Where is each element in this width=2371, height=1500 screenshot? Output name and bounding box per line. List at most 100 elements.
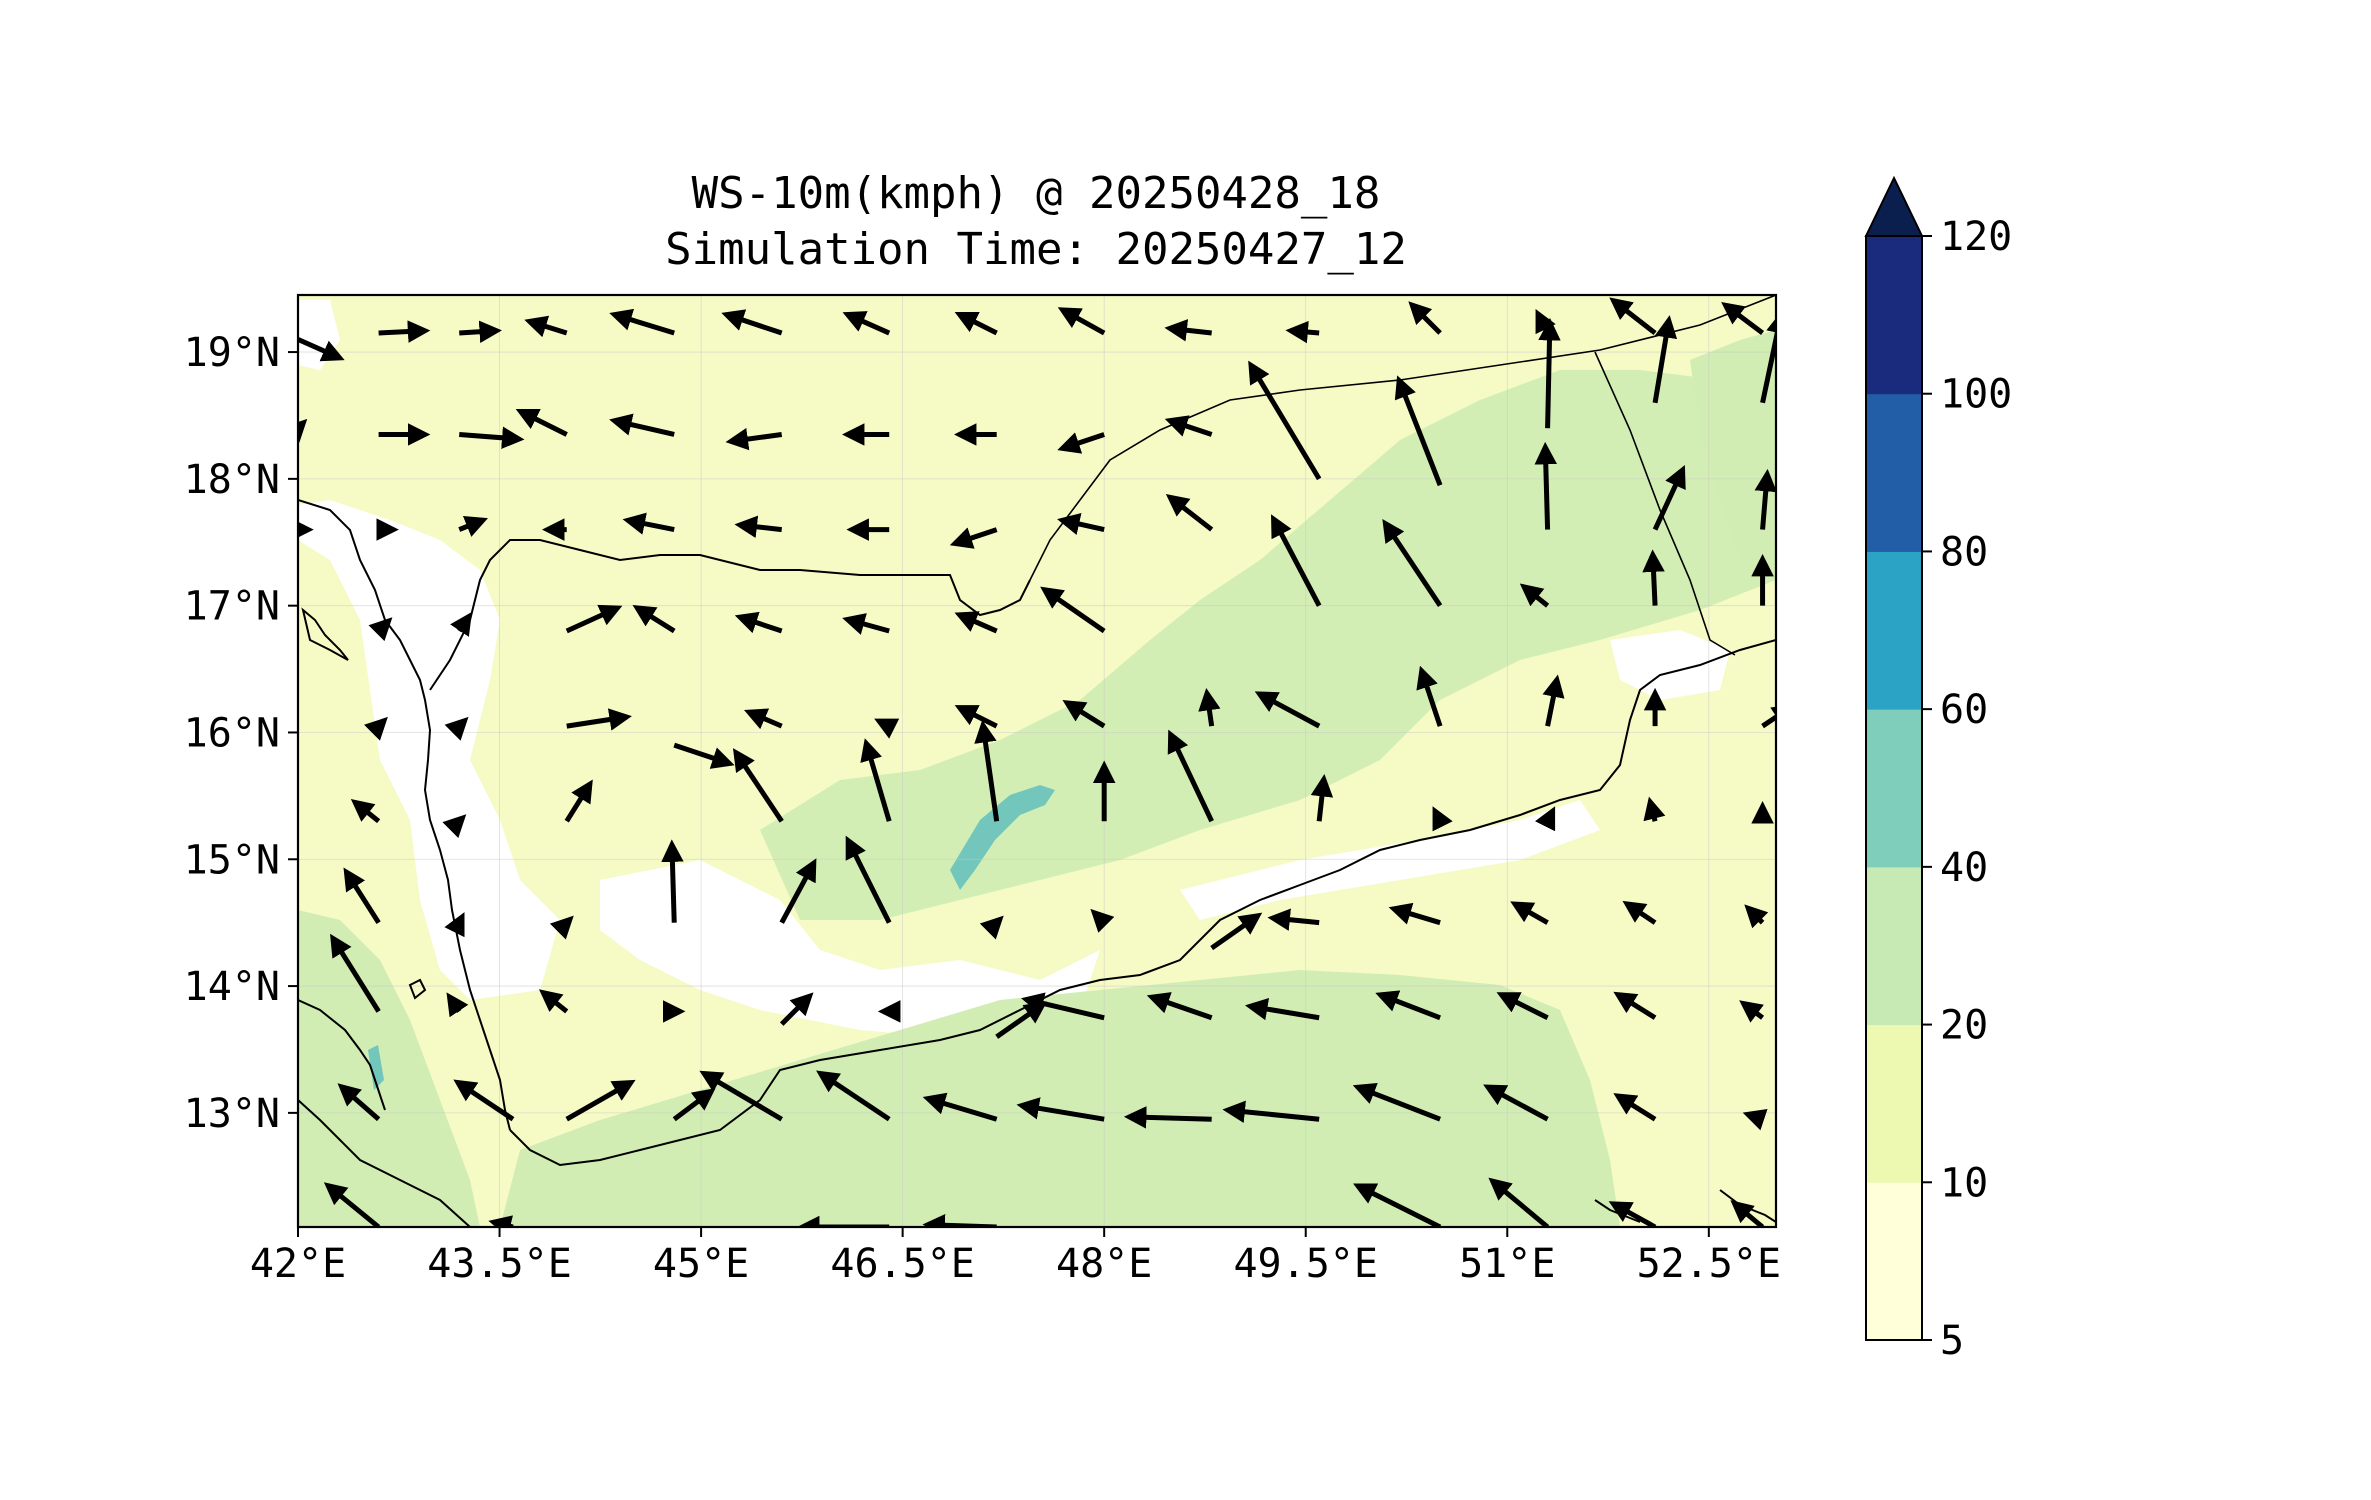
coastline-west-island	[301, 607, 349, 661]
wind-arrow	[1608, 1201, 1657, 1227]
wind-arrow	[1167, 729, 1214, 823]
map-frame	[296, 293, 1778, 1229]
wind-arrow	[954, 611, 998, 634]
wind-arrow	[1245, 998, 1320, 1021]
wind-arrow	[1534, 806, 1556, 832]
wind-arrow	[1609, 297, 1657, 336]
wind-band-east-edge	[1690, 330, 1776, 560]
colorbar-tick-label: 20	[1940, 1003, 1988, 1049]
wind-arrow	[330, 933, 381, 1013]
colorbar-tick-label: 80	[1940, 529, 1988, 575]
wind-arrow	[1062, 700, 1106, 729]
lat-tick-label: 16°N	[184, 710, 280, 756]
wind-arrow	[1432, 806, 1453, 832]
colorbar-frame	[1865, 235, 1923, 1341]
wind-arrow	[1040, 586, 1106, 634]
wind-arrow	[725, 427, 783, 451]
wind-arrow	[1353, 1183, 1442, 1227]
wind-arrow	[378, 320, 431, 343]
coastline-red-sea	[298, 499, 511, 1131]
colorbar-segment	[1866, 709, 1922, 868]
coastline-gulf-of-aden	[509, 639, 1776, 1167]
wind-arrow	[1057, 307, 1106, 336]
longitude-axis: 42°E 43.5°E 45°E 46.5°E 48°E 49.5°E 51°E 52.5°E	[250, 1227, 1781, 1287]
wind-arrow	[1352, 1082, 1441, 1122]
wind-arrow	[1254, 691, 1321, 729]
border-yemen-oman	[1594, 351, 1736, 656]
wind-arrow	[1496, 992, 1549, 1021]
lon-tick-label: 51°E	[1459, 1241, 1555, 1287]
wind-arrow	[954, 312, 998, 336]
wind-arrow	[446, 992, 469, 1018]
wind-arrow	[1744, 904, 1769, 929]
wind-arrow	[458, 515, 489, 537]
coastline-african-south	[298, 1099, 471, 1227]
wind-arrow	[1538, 317, 1561, 429]
wind-arrow	[323, 1182, 381, 1227]
wind-arrow	[622, 512, 675, 535]
wind-arrow	[1271, 514, 1322, 607]
wind-arrow	[565, 1079, 636, 1122]
wind-arrow	[565, 604, 623, 634]
wind-arrow	[298, 337, 345, 362]
colorbar-tick-label: 40	[1940, 845, 1988, 891]
lat-tick-label: 14°N	[184, 964, 280, 1010]
wind-arrow	[1267, 908, 1320, 931]
wind-arrow	[1090, 908, 1115, 933]
lat-tick-label: 13°N	[184, 1091, 280, 1137]
wind-arrow	[672, 1088, 716, 1122]
colorbar-extend-arrow	[1864, 175, 1924, 237]
wind-arrow	[564, 779, 593, 823]
wind-arrow	[1123, 1106, 1212, 1129]
lon-tick-label: 49.5°E	[1233, 1241, 1378, 1287]
colorbar-segment	[1866, 393, 1922, 552]
lat-tick-label: 19°N	[184, 330, 280, 376]
wind-arrow	[744, 708, 783, 730]
wind-arrow	[1613, 1093, 1657, 1122]
wind-arrow	[350, 799, 381, 824]
lon-tick-label: 45°E	[653, 1241, 749, 1287]
wind-arrow	[343, 867, 381, 925]
wind-arrow	[734, 515, 782, 539]
wind-arrow	[732, 748, 784, 823]
wind-arrow	[1534, 441, 1558, 530]
wind-arrow	[974, 720, 1000, 822]
wind-arrow	[954, 705, 998, 729]
wind-arrow	[1164, 319, 1212, 342]
wind-arrow	[1652, 464, 1686, 531]
colorbar-tick-label: 60	[1940, 687, 1988, 733]
wind-arrow	[1210, 912, 1263, 951]
island-small	[408, 978, 427, 1000]
wind-vector-field	[298, 297, 1776, 1227]
colorbar: 120 100 80 60 40 20 10 5	[1864, 175, 2012, 1364]
lat-tick-label: 17°N	[184, 584, 280, 630]
wind-arrow	[1146, 992, 1213, 1021]
wind-arrow	[364, 716, 388, 741]
wind-arrow	[1519, 583, 1550, 608]
map-area	[298, 295, 1776, 1227]
wind-arrow	[1642, 549, 1665, 606]
political-borders	[1029, 295, 1776, 656]
wind-arrow	[1542, 674, 1565, 727]
lon-tick-label: 46.5°E	[830, 1241, 975, 1287]
wind-peak-cell	[950, 785, 1055, 890]
wind-arrow	[842, 311, 891, 336]
wind-arrow	[1721, 301, 1765, 336]
wind-arrow	[368, 617, 393, 642]
wind-band-gulf-of-aden	[500, 970, 1620, 1227]
lon-tick-label: 43.5°E	[427, 1241, 572, 1287]
wind-arrow	[699, 1070, 783, 1122]
wind-arrow	[1416, 665, 1443, 727]
wind-arrow	[1622, 900, 1657, 925]
wind-arrow	[1761, 704, 1776, 729]
coastline-african	[298, 999, 386, 1111]
wind-arrow	[549, 915, 574, 940]
wind-arrow	[673, 742, 735, 769]
wind-arrow	[1310, 774, 1334, 822]
wind-arrow	[444, 912, 465, 938]
wind-arrow	[444, 716, 469, 741]
wind-arrow	[515, 408, 568, 437]
wind-arrow	[609, 413, 675, 437]
wind-arrow	[1198, 687, 1221, 727]
